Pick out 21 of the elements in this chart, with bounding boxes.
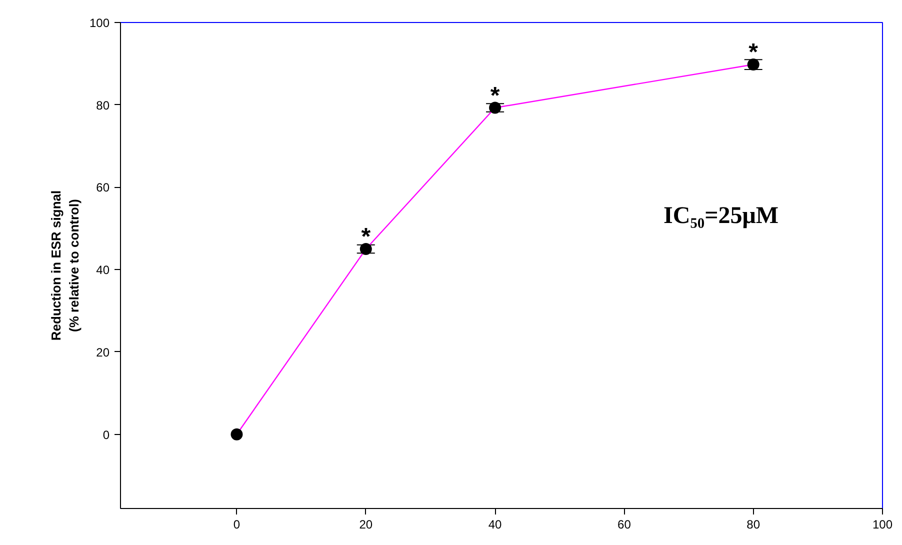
y-tick-label: 80 — [96, 98, 110, 112]
point — [747, 58, 760, 70]
x-tick-label: 60 — [618, 518, 632, 532]
y-tick-label: 100 — [89, 16, 110, 30]
annotation: * — [361, 224, 372, 251]
y-axis-title: Reduction in ESR signal (% relative to control) — [48, 190, 82, 341]
x-tick-label: 20 — [359, 518, 373, 532]
x-tick-label: 100 — [872, 518, 893, 532]
x-tick-label: 0 — [233, 518, 240, 532]
annotation: * — [490, 82, 500, 110]
x-tick-label: 40 — [488, 518, 502, 532]
point — [360, 243, 372, 256]
annotation: * — [748, 39, 759, 66]
y-tick-label: 20 — [96, 345, 110, 360]
annotation: IC₅₀=25μM — [664, 203, 779, 230]
y-tick-label: 40 — [96, 263, 110, 278]
x-tick-label: 80 — [746, 518, 760, 532]
y-tick-label: 0 — [102, 428, 110, 442]
y-tick-label: 60 — [96, 180, 110, 195]
point — [230, 428, 243, 440]
point — [489, 102, 502, 114]
